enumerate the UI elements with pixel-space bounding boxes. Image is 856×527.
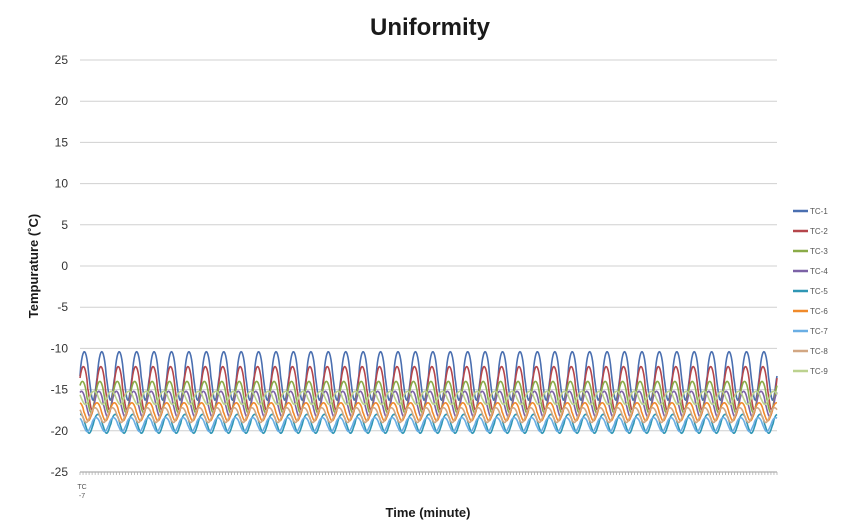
y-tick-label: -15 [51,383,69,397]
legend-label: TC-5 [810,287,828,296]
series-line-tc-9 [79,390,778,406]
plot-series [79,350,778,435]
legend-item-tc-3: TC-3 [793,247,828,256]
x-axis-label: Time (minute) [386,505,471,520]
y-tick-label: -5 [57,300,68,314]
legend-label: TC-7 [810,327,828,336]
y-tick-label: -10 [51,341,69,355]
legend-label: TC-1 [810,207,828,216]
legend-label: TC-2 [810,227,828,236]
legend-item-tc-2: TC-2 [793,227,828,236]
x-axis: TC -7 [77,471,778,500]
series-line-tc-8 [79,406,778,424]
legend-label: TC-4 [810,267,828,276]
y-tick-label: 10 [55,177,69,191]
legend: TC-1 TC-2 TC-3 TC-4 TC-5 TC-6 TC-7 TC-8 TC-9 [793,207,828,376]
legend-label: TC-6 [810,307,828,316]
chart-title: Uniformity [370,14,491,41]
y-tick-label: 25 [55,53,69,67]
legend-item-tc-9: TC-9 [793,367,828,376]
legend-label: TC-9 [810,367,828,376]
y-tick-label: 0 [61,259,68,273]
legend-item-tc-1: TC-1 [793,207,828,216]
legend-item-tc-6: TC-6 [793,307,828,316]
legend-item-tc-8: TC-8 [793,347,828,356]
series-line-tc-7 [79,416,778,433]
y-tick-labels: 25 20 15 10 5 0 -5 -10 -15 -20 -25 [51,53,69,479]
series-line-tc-5 [79,413,778,435]
y-tick-label: 15 [55,135,69,149]
legend-item-tc-4: TC-4 [793,267,828,276]
y-axis-label: Tempurature (˚C) [26,214,41,318]
legend-label: TC-3 [810,247,828,256]
legend-item-tc-7: TC-7 [793,327,828,336]
legend-item-tc-5: TC-5 [793,287,828,296]
y-tick-label: -20 [51,424,69,438]
y-tick-label: 5 [61,218,68,232]
y-tick-label: 20 [55,94,69,108]
x-category-label: TC -7 [77,484,86,500]
y-tick-label: -25 [51,465,69,479]
legend-label: TC-8 [810,347,828,356]
x-minor-ticks [79,472,778,475]
